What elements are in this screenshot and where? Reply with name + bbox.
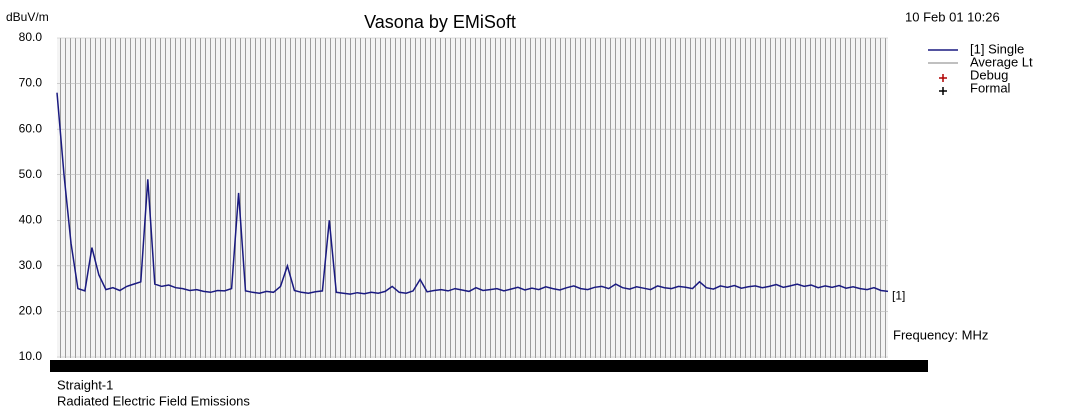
y-tick-label: 80.0 [19, 30, 43, 44]
y-tick-label: 50.0 [19, 167, 43, 181]
y-tick-label: 30.0 [19, 258, 43, 272]
end-label: [1] [892, 289, 905, 303]
y-tick-label: 60.0 [19, 121, 43, 135]
x-axis-label: Frequency: MHz [893, 327, 988, 342]
x-axis-labels-illegible [50, 360, 928, 372]
y-tick-label: 70.0 [19, 76, 43, 90]
y-tick-label: 20.0 [19, 304, 43, 318]
legend-label: [1] Single [970, 41, 1024, 56]
y-axis-label: dBuV/m [6, 10, 49, 24]
legend-label: Formal [970, 80, 1011, 95]
timestamp: 10 Feb 01 10:26 [905, 9, 1000, 24]
legend-label: Debug [970, 67, 1008, 82]
data-line [56, 92, 889, 295]
chart-title: Vasona by EMiSoft [364, 12, 516, 32]
legend-swatch [939, 87, 947, 95]
y-tick-label: 10.0 [19, 349, 43, 363]
y-tick-label: 40.0 [19, 212, 43, 226]
legend-swatch [939, 74, 947, 82]
legend-label: Average Lt [970, 54, 1033, 69]
footer-line: Straight-1 [57, 377, 113, 392]
footer-line: Radiated Electric Field Emissions [57, 393, 250, 408]
plot-area [57, 38, 888, 358]
